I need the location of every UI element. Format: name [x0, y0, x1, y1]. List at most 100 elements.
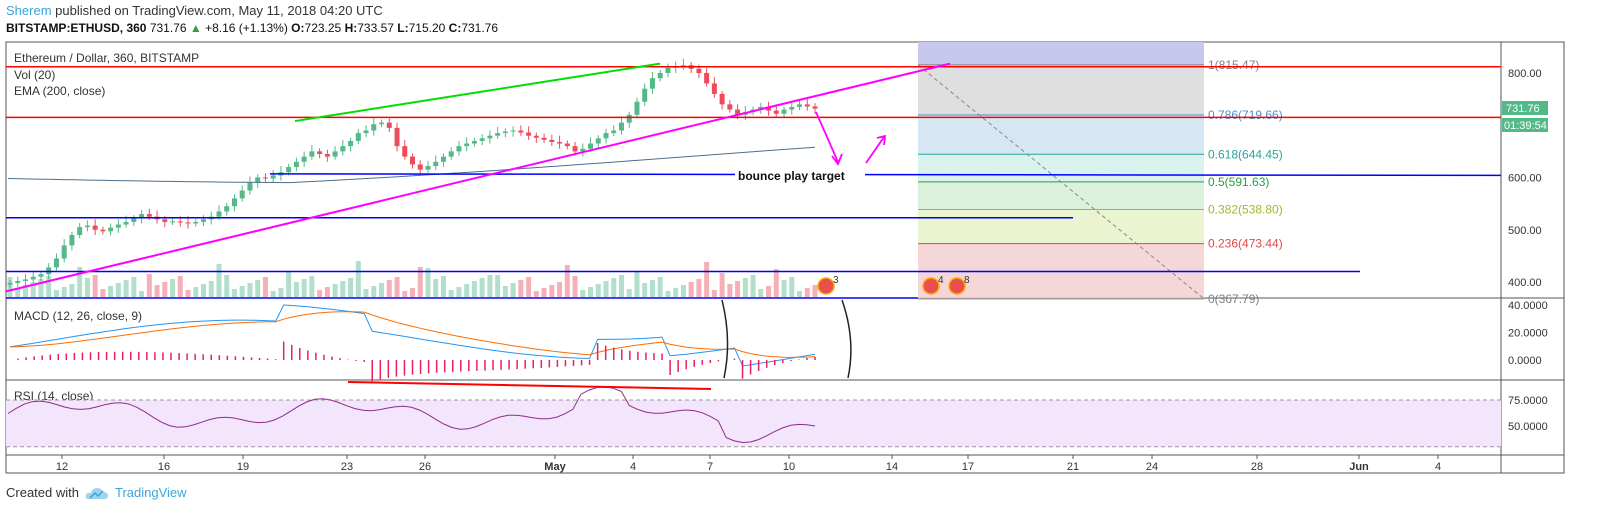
rsi-divergence-line — [347, 381, 712, 390]
open-value: 723.25 — [304, 21, 342, 35]
candle-body — [611, 130, 617, 134]
fib-label: 0(367.79) — [1208, 292, 1259, 306]
volume-bar — [139, 291, 145, 297]
author-link[interactable]: Sherem — [6, 3, 52, 18]
candle-body — [92, 225, 98, 230]
volume-bar — [766, 286, 772, 297]
volume-bar — [510, 283, 516, 297]
macd-bracket-drawing — [721, 299, 852, 379]
volume-bar — [750, 275, 756, 297]
candle-body — [46, 267, 52, 275]
candle-body — [557, 141, 563, 144]
candle-body — [216, 211, 222, 217]
volume-bar — [38, 279, 44, 297]
candle-body — [804, 104, 810, 107]
fib-retracement[interactable]: 1(815.47) 0.786(719.66) 0.618(644.45) 0.5(5… — [917, 42, 1283, 306]
candle-body — [170, 221, 176, 223]
candle-body — [177, 221, 183, 223]
candle-body — [603, 133, 609, 139]
candle-body — [487, 135, 493, 139]
candle-body — [146, 214, 152, 217]
fib-label: 0.5(591.63) — [1208, 175, 1269, 189]
volume-bar — [797, 291, 803, 297]
candle-body — [162, 219, 168, 222]
candle-body — [704, 73, 710, 84]
price-tick: 400.00 — [1508, 277, 1542, 289]
volume-bar — [696, 279, 702, 297]
macd-pane: 40.0000 20.0000 0.0000 — [9, 299, 1548, 382]
volume-bar — [518, 280, 524, 297]
candle-body — [549, 139, 555, 142]
candle-body — [317, 151, 323, 154]
candle-body — [247, 182, 253, 191]
candle-body — [324, 153, 330, 157]
rsi-tick: 75.0000 — [1508, 395, 1548, 407]
candle-body — [262, 177, 268, 179]
candle-body — [495, 133, 501, 136]
volume-bar — [371, 286, 377, 297]
candle-body — [580, 148, 586, 152]
volume-bar — [456, 287, 462, 297]
candle-body — [541, 137, 547, 140]
candle-body — [185, 222, 191, 224]
up-arrow — [865, 134, 887, 164]
volume-bar — [123, 280, 129, 297]
volume-bar — [526, 277, 532, 297]
price-tick: 800.00 — [1508, 68, 1542, 80]
volume-bar — [440, 276, 446, 297]
volume-bar — [727, 284, 733, 297]
volume-bar — [789, 277, 795, 297]
candle-body — [773, 110, 779, 114]
candle-body — [572, 146, 578, 152]
volume-bar — [170, 279, 176, 297]
candle-body — [618, 122, 624, 131]
volume-bar — [84, 278, 90, 297]
tradingview-link[interactable]: TradingView — [114, 485, 187, 500]
candle-body — [77, 227, 83, 235]
down-arrow — [815, 111, 843, 166]
time-tick-label: 10 — [783, 461, 795, 473]
volume-bar — [704, 262, 710, 297]
candle-body — [657, 73, 663, 79]
candle-body — [665, 67, 671, 73]
candle-body — [564, 143, 570, 147]
candle-body — [340, 146, 346, 152]
rsi-band — [6, 400, 1501, 447]
low-value: 715.20 — [408, 21, 446, 35]
candle-body — [355, 133, 361, 141]
volume-bar — [564, 265, 570, 297]
time-axis[interactable]: 12 16 19 23 26 May 4 7 10 14 17 21 24 28 Jun 4 — [56, 455, 1441, 473]
candle-body — [255, 177, 261, 183]
legend-vol: Vol (20) — [14, 68, 55, 82]
drawings[interactable]: bounce play target 3 4 8 — [5, 62, 1502, 299]
volume-bar — [502, 286, 508, 297]
volume-bar — [293, 282, 299, 297]
volume-bar — [618, 275, 624, 297]
volume-bar — [239, 286, 245, 297]
time-tick-label: 28 — [1251, 461, 1263, 473]
volume-bar — [61, 287, 67, 297]
candle-body — [301, 156, 307, 162]
price-badge — [1502, 101, 1548, 115]
volume-bar — [425, 268, 431, 297]
volume-bar — [557, 282, 563, 297]
volume-bar — [201, 284, 207, 297]
volume-bar — [53, 290, 59, 297]
candle-body — [456, 146, 462, 152]
volume-bar — [448, 290, 454, 297]
upper-channel-line — [294, 62, 661, 123]
last-price: 731.76 — [149, 21, 187, 35]
candle-body — [789, 106, 795, 110]
volume-bar — [69, 284, 75, 297]
volume-bar — [580, 290, 586, 297]
candle-body — [348, 140, 354, 147]
volume-bar — [92, 275, 98, 297]
candle-body — [410, 156, 415, 165]
candle-body — [224, 206, 230, 212]
quote-line: BITSTAMP:ETHUSD, 360 731.76 ▲ +8.16 (+1.… — [6, 21, 498, 35]
volume-bar — [773, 269, 779, 297]
macd-tick: 20.0000 — [1508, 328, 1548, 340]
candle-body — [193, 221, 199, 224]
volume-bar — [394, 277, 400, 297]
